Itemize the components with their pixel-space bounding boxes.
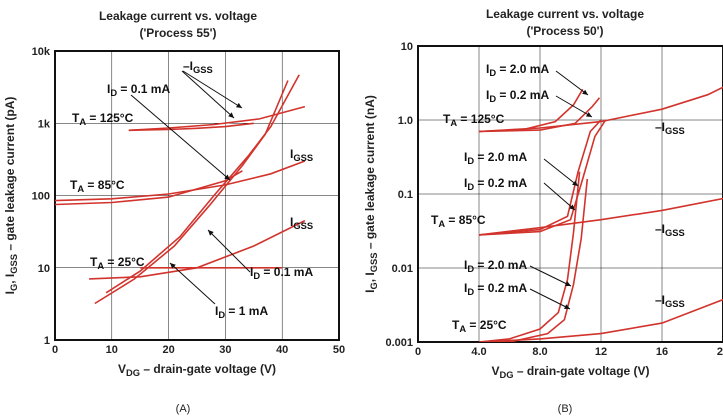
x-tick-label: 16: [656, 346, 668, 358]
annotation-label: –IGSS​: [655, 120, 685, 136]
y-tick-label: 1.0: [398, 115, 413, 127]
arrow-head: [569, 204, 575, 210]
arrow-head: [572, 180, 578, 186]
chart-subtitle: ('Process 50'): [526, 24, 603, 38]
annotation-label: IGSS​: [290, 215, 313, 231]
y-tick-label: 0.001: [385, 337, 413, 349]
series-line: [94, 80, 289, 305]
annotation-arrow: [207, 229, 251, 273]
x-axis-label: VDG​ – drain-gate voltage (V): [491, 364, 649, 380]
y-tick-label: 100: [32, 191, 50, 203]
annotation-label: TA​ = 125°C: [72, 111, 134, 127]
annotation-label: TA​ = 25°C: [90, 255, 145, 271]
annotation-arrow: [543, 182, 576, 211]
y-tick-label: 10: [401, 41, 413, 53]
annotation-arrow: [529, 265, 572, 287]
caption-b: (B): [558, 403, 573, 415]
chart-title: Leakage current vs. voltage: [99, 9, 257, 23]
y-tick-label: 1k: [38, 118, 51, 130]
annotation-label: TA​ = 85°C: [70, 178, 125, 194]
plot-frame: [417, 45, 723, 343]
annotation-label: ID​ = 0.1 mA: [107, 82, 170, 98]
x-tick-label: 8.0: [532, 346, 547, 358]
annotation-arrow: [543, 158, 579, 187]
arrow-head: [565, 281, 571, 286]
y-tick-label: 10: [38, 263, 50, 275]
series-line: [128, 105, 306, 132]
chart-subtitle: ('Process 55'): [139, 26, 216, 40]
y-tick-label: 0.1: [398, 189, 413, 201]
annotation-label: ID​ = 0.2 mA: [464, 176, 527, 192]
x-tick-label: 50: [333, 344, 345, 356]
annotation-label: –IGSS​: [655, 222, 685, 238]
arrow-head: [224, 174, 230, 180]
annotation-arrow: [555, 95, 593, 118]
annotation-label: –IGSS​: [183, 59, 213, 75]
series-line: [479, 178, 589, 342]
x-tick-label: 0: [415, 346, 421, 358]
annotation-label: TA​ = 25°C: [452, 318, 507, 334]
annotation-label: ID​ = 0.1 mA: [250, 265, 313, 281]
x-tick-label: 0: [52, 344, 58, 356]
annotation-arrow: [529, 288, 571, 310]
arrow-head: [236, 102, 242, 108]
plot-frame: [54, 50, 340, 341]
annotation-label: TA​ = 85°C: [431, 213, 486, 229]
annotation-label: –IGSS​: [655, 293, 685, 309]
annotation-label: TA​ = 125°C: [443, 112, 505, 128]
series-line: [478, 88, 584, 133]
arrow-head: [208, 230, 214, 236]
annotation-arrow: [169, 262, 216, 305]
x-tick-label: 40: [276, 344, 288, 356]
arrow-head: [170, 263, 176, 269]
x-tick-label: 10: [106, 344, 118, 356]
arrow-head: [564, 304, 570, 309]
series-line: [128, 122, 254, 132]
arrow-head: [586, 112, 592, 117]
y-tick-label: 1: [44, 335, 50, 347]
chart-panel-a: Leakage current vs. voltage ('Process 55'…: [3, 9, 345, 378]
y-tick-label: 0.01: [392, 263, 413, 275]
x-tick-label: 20: [717, 346, 723, 358]
y-tick-label: 10k: [32, 46, 51, 58]
caption-a: (A): [176, 403, 191, 415]
x-axis-label: VDG​ – drain-gate voltage (V): [118, 362, 276, 378]
annotation-label: ID​ = 2.0 mA: [486, 62, 549, 78]
chart-title: Leakage current vs. voltage: [486, 7, 644, 21]
y-axis-label: IG​, IGSS​ – gate leakage current (pA): [3, 97, 19, 295]
annotation-arrow: [555, 70, 589, 96]
annotation-label: ID​ = 1 mA: [215, 304, 268, 320]
annotation-label: IGSS​: [290, 147, 313, 163]
x-tick-label: 20: [162, 344, 174, 356]
series-line: [478, 171, 581, 342]
annotation-arrow: [181, 70, 235, 119]
series-line: [55, 170, 243, 206]
annotation-arrow: [182, 70, 243, 109]
y-axis-label: IG​, IGSS​ – gate leakage current (nA): [363, 95, 379, 293]
series-line: [478, 97, 601, 133]
series-line: [478, 197, 723, 236]
annotation-arrow: [130, 94, 231, 181]
series-line: [105, 74, 300, 294]
chart-panel-b: Leakage current vs. voltage ('Process 50'…: [363, 7, 723, 380]
arrow-head: [228, 112, 234, 118]
annotation-label: ID​ = 2.0 mA: [464, 150, 527, 166]
series-group: [55, 74, 306, 305]
x-tick-label: 4.0: [471, 346, 486, 358]
series-group: [478, 86, 723, 342]
x-tick-label: 12: [595, 346, 607, 358]
annotation-label: ID​ = 2.0 mA: [464, 258, 527, 274]
arrow-head: [582, 89, 588, 95]
x-tick-label: 30: [219, 344, 231, 356]
annotation-label: ID​ = 0.2 mA: [486, 88, 549, 104]
annotation-label: ID​ = 0.2 mA: [464, 281, 527, 297]
series-line: [478, 119, 602, 236]
